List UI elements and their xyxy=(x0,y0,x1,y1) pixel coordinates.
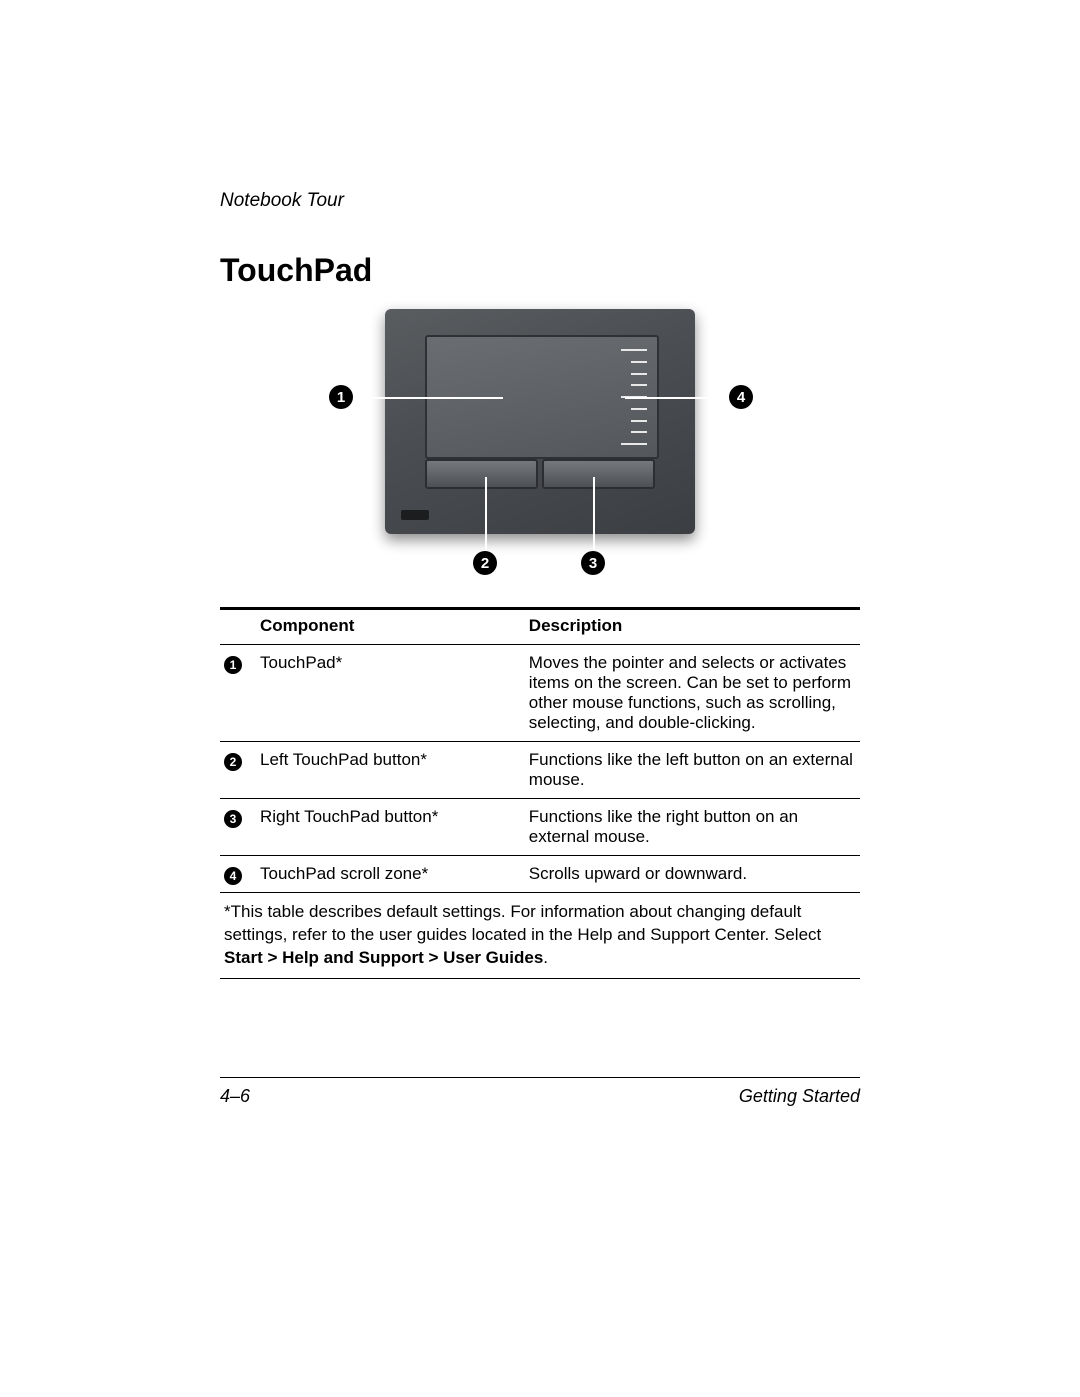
callout-1: 1 xyxy=(329,385,353,409)
callout-4: 4 xyxy=(729,385,753,409)
col-blank xyxy=(220,609,256,645)
col-description: Description xyxy=(525,609,860,645)
page-number: 4–6 xyxy=(220,1086,250,1107)
row-component: Right TouchPad button* xyxy=(256,799,525,856)
row-description: Functions like the left button on an ext… xyxy=(525,742,860,799)
leader-line xyxy=(593,477,595,549)
footer-section: Getting Started xyxy=(739,1086,860,1107)
touchpad-bezel xyxy=(385,309,695,534)
table-footnote-row: *This table describes default settings. … xyxy=(220,893,860,979)
row-component: Left TouchPad button* xyxy=(256,742,525,799)
touchpad-indicator xyxy=(401,510,429,520)
row-num: 1 xyxy=(224,656,242,674)
callout-3: 3 xyxy=(581,551,605,575)
touchpad-figure: 1 4 2 3 xyxy=(325,309,755,579)
table-row: 3 Right TouchPad button* Functions like … xyxy=(220,799,860,856)
row-description: Moves the pointer and selects or activat… xyxy=(525,645,860,742)
leader-line xyxy=(485,477,487,549)
row-num: 4 xyxy=(224,867,242,885)
section-title: TouchPad xyxy=(220,252,860,289)
manual-page: Notebook Tour TouchPad xyxy=(0,0,1080,1397)
touchpad-left-button xyxy=(425,459,538,489)
footnote-post: . xyxy=(543,948,548,967)
leader-line xyxy=(625,397,729,399)
table-row: 2 Left TouchPad button* Functions like t… xyxy=(220,742,860,799)
row-component: TouchPad scroll zone* xyxy=(256,856,525,893)
component-table: Component Description 1 TouchPad* Moves … xyxy=(220,607,860,979)
touchpad-buttons xyxy=(425,459,655,489)
row-description: Scrolls upward or downward. xyxy=(525,856,860,893)
page-footer: 4–6 Getting Started xyxy=(220,1077,860,1107)
running-header: Notebook Tour xyxy=(220,190,860,212)
callout-2: 2 xyxy=(473,551,497,575)
col-component: Component xyxy=(256,609,525,645)
table-footnote: *This table describes default settings. … xyxy=(220,893,860,979)
row-num: 3 xyxy=(224,810,242,828)
table-row: 4 TouchPad scroll zone* Scrolls upward o… xyxy=(220,856,860,893)
row-num: 2 xyxy=(224,753,242,771)
leader-line xyxy=(353,397,503,399)
touchpad-right-button xyxy=(542,459,655,489)
row-description: Functions like the right button on an ex… xyxy=(525,799,860,856)
row-component: TouchPad* xyxy=(256,645,525,742)
footnote-bold: Start > Help and Support > User Guides xyxy=(224,948,543,967)
figure-container: 1 4 2 3 xyxy=(220,309,860,579)
footnote-pre: *This table describes default settings. … xyxy=(224,902,821,944)
table-row: 1 TouchPad* Moves the pointer and select… xyxy=(220,645,860,742)
